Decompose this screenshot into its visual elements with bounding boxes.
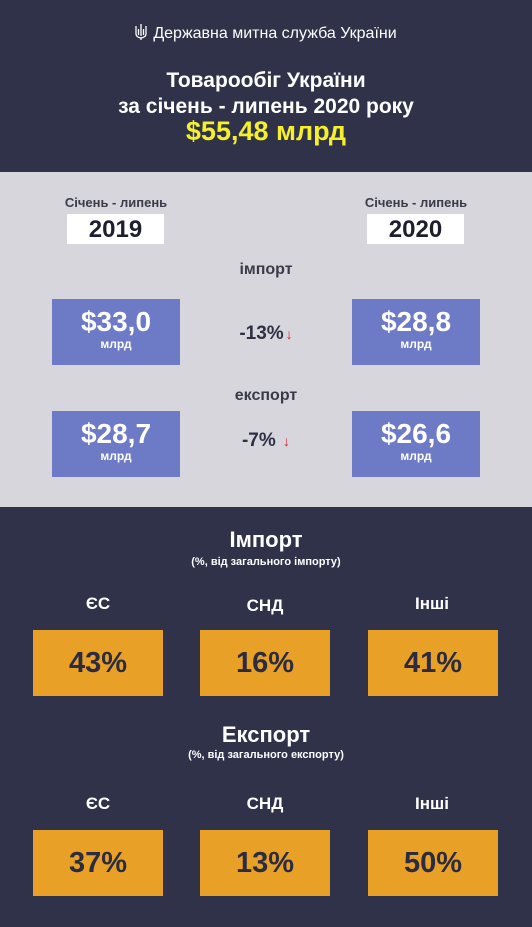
page-title: Товарообіг України за січень - липень 20… <box>0 68 532 120</box>
trident-icon <box>135 24 147 40</box>
title-line-2: за січень - липень 2020 року <box>118 95 414 118</box>
period-label-2019: Січень - липень <box>64 195 168 210</box>
import-2019-box: $33,0 млрд <box>52 299 180 365</box>
export-change: -7% ↓ <box>206 430 326 452</box>
import-region-cis-label: СНД <box>246 596 284 615</box>
agency-line: Державна митна служба України <box>0 24 532 43</box>
export-2019-box: $28,7 млрд <box>52 411 180 477</box>
import-region-other-label: Інші <box>415 594 449 613</box>
import-share-title: Імпорт <box>229 527 303 552</box>
export-share-cis: 13% <box>200 830 330 896</box>
export-label: експорт <box>234 387 298 404</box>
import-label: імпорт <box>239 261 293 278</box>
export-change-value: -7% <box>241 430 276 451</box>
export-share-title: Експорт <box>221 722 311 747</box>
import-2020-box: $28,8 млрд <box>352 299 480 365</box>
export-2019-value: $28,7 <box>80 418 152 449</box>
export-2020-box: $26,6 млрд <box>352 411 480 477</box>
header: Державна митна служба України Товарообіг… <box>0 0 532 172</box>
year-2019: 2019 <box>67 214 164 244</box>
export-region-cis-label: СНД <box>246 794 284 813</box>
agency-name: Державна митна служба України <box>153 25 397 42</box>
export-share-subtitle: (%, від загального експорту) <box>188 749 344 761</box>
export-2019-unit: млрд <box>100 449 132 463</box>
year-2020: 2020 <box>367 214 464 244</box>
comparison-section: Січень - липень 2019 Січень - липень 202… <box>0 172 532 507</box>
export-share-other: 50% <box>368 830 498 896</box>
export-region-eu-label: ЄС <box>85 794 111 813</box>
export-share-eu: 37% <box>33 830 163 896</box>
total-turnover: $55,48 млрд <box>185 116 347 146</box>
import-change-value: -13% <box>239 323 284 344</box>
import-2019-value: $33,0 <box>80 306 152 337</box>
import-share-cis: 16% <box>200 630 330 696</box>
import-2019-unit: млрд <box>100 337 132 351</box>
export-region-other-label: Інші <box>415 794 449 813</box>
arrow-down-icon: ↓ <box>285 326 293 342</box>
import-share-other: 41% <box>368 630 498 696</box>
export-2020-value: $26,6 <box>380 418 452 449</box>
import-2020-unit: млрд <box>400 337 432 351</box>
import-share-subtitle: (%, від загального імпорту) <box>191 556 341 568</box>
title-line-1: Товарообіг України <box>166 69 366 92</box>
import-region-eu-label: ЄС <box>85 594 111 613</box>
arrow-down-icon: ↓ <box>283 433 291 449</box>
export-2020-unit: млрд <box>400 449 432 463</box>
import-change: -13% ↓ <box>206 323 326 345</box>
period-label-2020: Січень - липень <box>364 195 468 210</box>
import-share-eu: 43% <box>33 630 163 696</box>
import-2020-value: $28,8 <box>380 306 452 337</box>
